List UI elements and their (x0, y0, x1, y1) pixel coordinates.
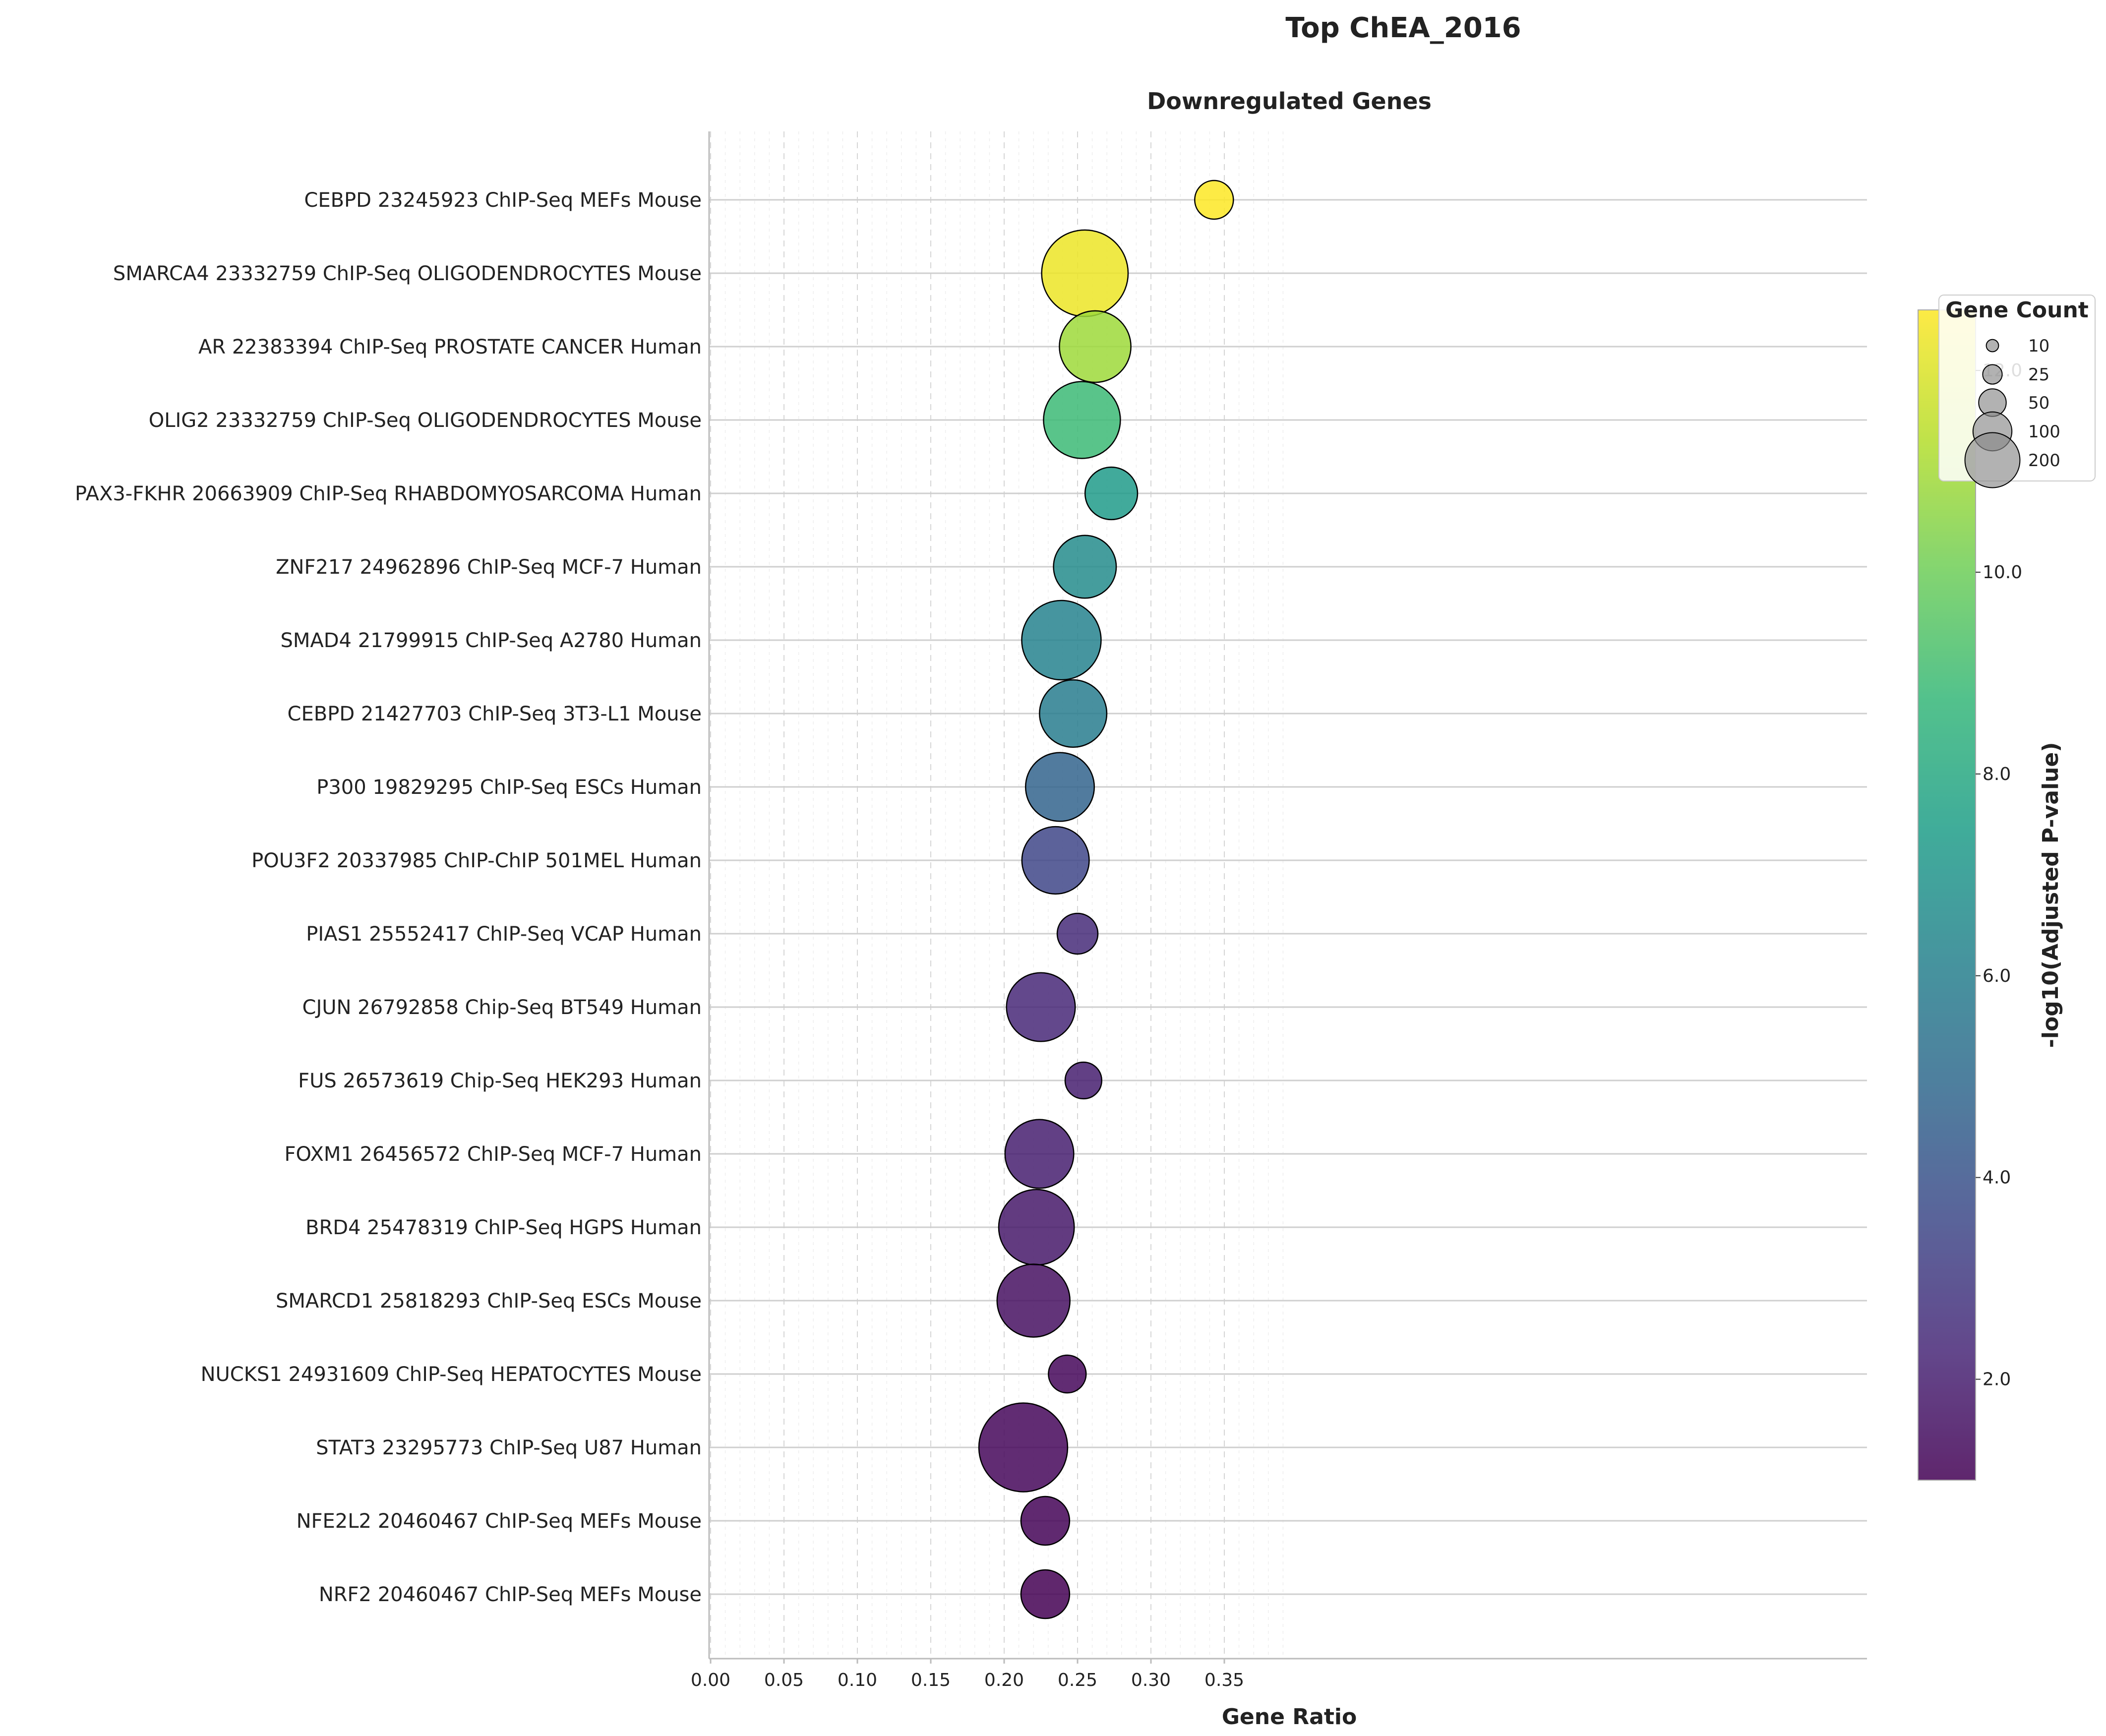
data-point (1021, 826, 1090, 895)
data-point (1020, 1569, 1071, 1619)
y-tick-label: AR 22383394 ChIP-Seq PROSTATE CANCER Hum… (198, 336, 702, 359)
colorbar-bar (1918, 309, 1976, 1481)
data-points (978, 180, 1234, 1619)
grid (709, 131, 1867, 1659)
data-point (1048, 1354, 1087, 1394)
x-tick-label: 0.30 (1131, 1670, 1171, 1690)
data-point (996, 1263, 1071, 1338)
y-tick-label: POU3F2 20337985 ChIP-ChIP 501MEL Human (251, 849, 702, 872)
legend-marker (1964, 432, 2021, 488)
y-tick-label: CEBPD 23245923 ChIP-Seq MEFs Mouse (304, 189, 702, 212)
x-tick-labels: 0.00 0.05 0.10 0.15 0.20 0.25 0.30 0.35 (691, 1659, 1244, 1690)
x-tick-label: 0.00 (691, 1670, 730, 1690)
legend-label: 25 (2028, 365, 2049, 385)
legend-label: 200 (2028, 451, 2060, 471)
legend-title: Gene Count (1945, 298, 2089, 323)
data-point (1024, 752, 1095, 822)
data-point (1059, 310, 1132, 383)
colorbar-tick-label: 4.0 (1983, 1168, 2011, 1188)
plot-title: Downregulated Genes (1147, 88, 1432, 115)
data-point (1021, 599, 1102, 681)
legend-label: 10 (2028, 336, 2049, 356)
y-tick-label: SMARCA4 23332759 ChIP-Seq OLIGODENDROCYT… (113, 262, 702, 285)
y-tick-label: NFE2L2 20460467 ChIP-Seq MEFs Mouse (297, 1510, 702, 1533)
data-point (1084, 466, 1139, 521)
data-point (1194, 180, 1234, 220)
y-tick-label: ZNF217 24962896 ChIP-Seq MCF-7 Human (276, 556, 702, 579)
legend-marker (1982, 364, 2003, 385)
colorbar-tick-label: 10.0 (1983, 562, 2022, 583)
y-tick-label: CEBPD 21427703 ChIP-Seq 3T3-L1 Mouse (288, 703, 702, 725)
y-tick-label: SMAD4 21799915 ChIP-Seq A2780 Human (280, 629, 702, 652)
data-point (1020, 1496, 1071, 1546)
y-tick-label: SMARCD1 25818293 ChIP-Seq ESCs Mouse (276, 1290, 702, 1313)
legend-label: 50 (2028, 393, 2049, 413)
y-tick-label: BRD4 25478319 ChIP-Seq HGPS Human (305, 1216, 702, 1239)
x-tick-label: 0.25 (1058, 1670, 1097, 1690)
colorbar-tick-label: 8.0 (1983, 764, 2011, 784)
data-point (1004, 1119, 1075, 1189)
colorbar: 2.04.06.08.010.012.0-log10(Adjusted P-va… (1918, 309, 2063, 1481)
x-tick-label: 0.05 (764, 1670, 804, 1690)
x-tick-label: 0.10 (838, 1670, 877, 1690)
figure-suptitle: Top ChEA_2016 (1285, 12, 1521, 44)
data-point (1043, 381, 1121, 459)
legend-marker (1986, 339, 1999, 353)
y-tick-labels: CEBPD 23245923 ChIP-Seq MEFs Mouse SMARCA… (75, 189, 702, 1606)
x-tick-label: 0.20 (984, 1670, 1024, 1690)
x-axis-label: Gene Ratio (1222, 1704, 1357, 1730)
data-point (1056, 912, 1099, 955)
data-point (998, 1189, 1075, 1266)
colorbar-label: -log10(Adjusted P-value) (2038, 742, 2063, 1048)
y-tick-label: FOXM1 26456572 ChIP-Seq MCF-7 Human (285, 1143, 702, 1166)
x-tick-label: 0.35 (1204, 1670, 1244, 1690)
axes (708, 131, 1867, 1660)
size-legend: Gene Count 10 25 50 100 200 (1938, 295, 2096, 488)
data-point (978, 1402, 1069, 1493)
y-tick-label: STAT3 23295773 ChIP-Seq U87 Human (316, 1437, 702, 1459)
colorbar-tick-label: 6.0 (1983, 966, 2011, 986)
data-point (1006, 972, 1076, 1042)
data-point (1053, 535, 1117, 599)
legend-label: 100 (2028, 422, 2060, 442)
x-tick-label: 0.15 (911, 1670, 951, 1690)
data-point (1064, 1061, 1102, 1100)
y-tick-label: PIAS1 25552417 ChIP-Seq VCAP Human (306, 923, 702, 946)
y-tick-label: PAX3-FKHR 20663909 ChIP-Seq RHABDOMYOSAR… (75, 482, 702, 505)
y-tick-label: P300 19829295 ChIP-Seq ESCs Human (316, 776, 702, 799)
y-tick-label: NUCKS1 24931609 ChIP-Seq HEPATOCYTES Mou… (201, 1363, 702, 1386)
y-tick-label: OLIG2 23332759 ChIP-Seq OLIGODENDROCYTES… (149, 409, 702, 432)
colorbar-tick-label: 2.0 (1983, 1370, 2011, 1390)
y-tick-label: CJUN 26792858 Chip-Seq BT549 Human (302, 996, 702, 1019)
y-tick-label: NRF2 20460467 ChIP-Seq MEFs Mouse (319, 1583, 702, 1606)
data-point (1041, 229, 1129, 317)
data-point (1039, 679, 1108, 748)
y-tick-label: FUS 26573619 Chip-Seq HEK293 Human (298, 1070, 702, 1092)
